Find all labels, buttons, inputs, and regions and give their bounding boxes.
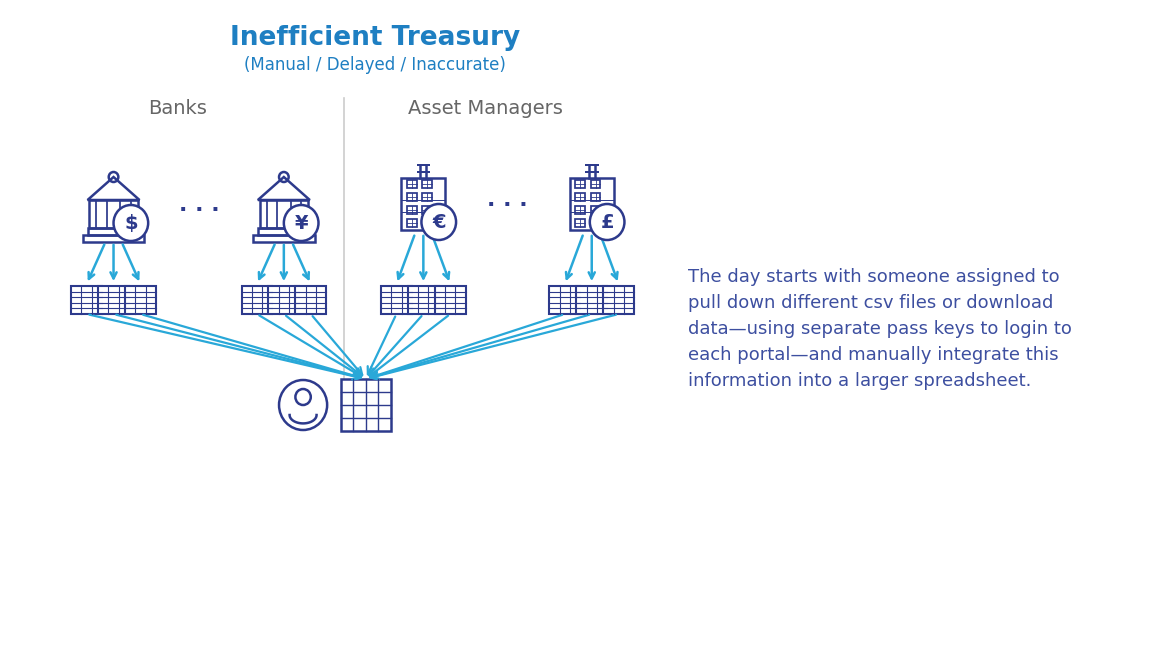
Bar (422, 219, 432, 227)
Bar (83, 235, 144, 242)
Text: each portal—and manually integrate this: each portal—and manually integrate this (688, 346, 1058, 364)
Text: · · ·: · · · (179, 200, 219, 220)
Bar (576, 193, 585, 201)
Bar (407, 193, 417, 201)
Bar (591, 206, 600, 214)
Bar (407, 180, 417, 188)
Bar (72, 286, 102, 314)
Text: $: $ (123, 213, 137, 233)
Bar (241, 286, 272, 314)
Text: £: £ (600, 213, 614, 231)
Circle shape (590, 204, 624, 240)
Bar (407, 219, 417, 227)
Bar (591, 193, 600, 201)
Bar (98, 286, 129, 314)
Bar (591, 180, 600, 188)
Bar (88, 228, 140, 235)
Text: The day starts with someone assigned to: The day starts with someone assigned to (688, 268, 1059, 286)
Bar (257, 228, 309, 235)
Bar (407, 206, 417, 214)
Text: data—using separate pass keys to login to: data—using separate pass keys to login t… (688, 320, 1072, 338)
Bar (576, 286, 607, 314)
Bar (570, 178, 614, 230)
Bar (576, 180, 585, 188)
Circle shape (421, 204, 456, 240)
Bar (422, 180, 432, 188)
Circle shape (113, 205, 148, 241)
Text: Inefficient Treasury: Inefficient Treasury (230, 25, 520, 51)
Bar (253, 235, 315, 242)
Bar (422, 193, 432, 201)
Bar (340, 379, 391, 431)
Bar (381, 286, 412, 314)
Circle shape (279, 380, 327, 430)
Bar (576, 206, 585, 214)
Text: Banks: Banks (149, 98, 208, 118)
Text: €: € (432, 213, 445, 231)
Bar (576, 219, 585, 227)
Circle shape (284, 205, 319, 241)
Bar (435, 286, 466, 314)
Bar (549, 286, 580, 314)
Text: ¥: ¥ (294, 213, 308, 233)
Text: Asset Managers: Asset Managers (409, 98, 563, 118)
Bar (402, 178, 445, 230)
Text: pull down different csv files or download: pull down different csv files or downloa… (688, 294, 1054, 312)
Bar (409, 286, 439, 314)
Bar (269, 286, 299, 314)
Bar (260, 200, 308, 228)
Bar (604, 286, 634, 314)
Bar (125, 286, 156, 314)
Bar (90, 200, 137, 228)
Text: (Manual / Delayed / Inaccurate): (Manual / Delayed / Inaccurate) (245, 56, 507, 74)
Bar (295, 286, 327, 314)
Text: information into a larger spreadsheet.: information into a larger spreadsheet. (688, 372, 1032, 390)
Text: · · ·: · · · (487, 195, 527, 215)
Bar (591, 219, 600, 227)
Bar (422, 206, 432, 214)
